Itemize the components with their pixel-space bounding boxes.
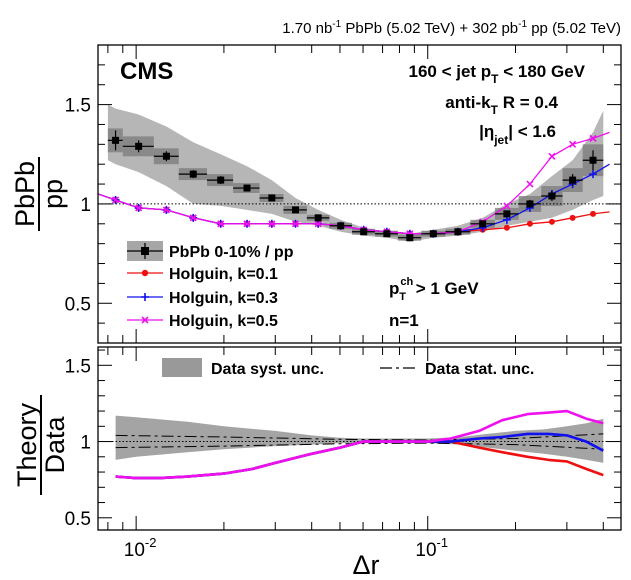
point-k05 bbox=[268, 220, 276, 228]
bottom-syst-band bbox=[115, 415, 604, 463]
top-y-tick-label: 1.5 bbox=[65, 96, 91, 117]
x-tick-base: 10 bbox=[124, 540, 145, 561]
x-tick-exp: -1 bbox=[437, 535, 449, 550]
legend-k03-label: Holguin, k=0.3 bbox=[169, 290, 278, 307]
header-luminosity: 1.70 nb-1 PbPb (5.02 TeV) + 302 pb-1 pp … bbox=[282, 19, 621, 37]
ptbin-label: 160 < jet pT < 180 GeV bbox=[408, 62, 585, 86]
legend-syst-label: Data syst. unc. bbox=[211, 361, 324, 378]
data-point bbox=[454, 228, 462, 236]
x-tick-exp: -2 bbox=[145, 535, 157, 550]
x-axis-label: Δr bbox=[352, 550, 379, 580]
point-k05 bbox=[189, 214, 197, 222]
bottom-ylabel: Theory Data bbox=[12, 395, 70, 495]
legend-k05-label: Holguin, k=0.5 bbox=[169, 313, 278, 330]
data-point bbox=[268, 194, 276, 202]
point-k05 bbox=[589, 134, 597, 142]
data-point bbox=[189, 170, 197, 178]
data-point bbox=[429, 230, 437, 238]
x-tick-base: 10 bbox=[415, 540, 436, 561]
point-k05 bbox=[548, 152, 556, 160]
top-ylabel: PbPb pp bbox=[10, 157, 68, 231]
point-k03 bbox=[589, 170, 598, 179]
top-legend: PbPb 0-10% / pp Holguin, k=0.1 Holguin, … bbox=[127, 241, 294, 330]
point-k05 bbox=[526, 180, 534, 188]
top-ylabel-den: pp bbox=[38, 179, 68, 209]
top-syst-band bbox=[107, 104, 604, 242]
point-k01 bbox=[548, 218, 555, 225]
legend-entry-data: PbPb 0-10% / pp bbox=[127, 241, 294, 261]
bottom-ylabel-den: Data bbox=[40, 416, 70, 474]
data-point bbox=[503, 210, 511, 218]
bottom-k05-curve bbox=[115, 409, 604, 480]
point-k05 bbox=[217, 220, 225, 228]
data-point bbox=[406, 234, 414, 242]
data-point bbox=[135, 142, 143, 150]
data-point bbox=[217, 176, 225, 184]
data-point bbox=[383, 230, 391, 238]
data-point bbox=[112, 136, 120, 144]
top-ylabel-num: PbPb bbox=[10, 161, 40, 227]
bottom-y-tick-label: 0.5 bbox=[65, 509, 91, 530]
top-y-tick-label: 1 bbox=[80, 195, 91, 216]
bottom-stat-lower bbox=[115, 442, 604, 450]
data-point bbox=[314, 214, 322, 222]
data-point bbox=[569, 176, 577, 184]
bottom-y-tick-label: 1.5 bbox=[65, 356, 91, 377]
legend-stat-label: Data stat. unc. bbox=[425, 361, 534, 378]
point-k01 bbox=[503, 224, 510, 231]
bottom-y-tick-label: 1 bbox=[80, 433, 91, 454]
legend-entry-k05: Holguin, k=0.5 bbox=[127, 313, 278, 330]
data-point bbox=[589, 156, 597, 164]
bottom-panel: 0.511.510-2 10-1 Data syst. unc. Data sta… bbox=[12, 346, 622, 580]
point-k05 bbox=[243, 220, 251, 228]
point-k01 bbox=[526, 220, 533, 227]
legend-k05-marker bbox=[141, 316, 149, 324]
data-point bbox=[548, 192, 556, 200]
legend-entry-k01: Holguin, k=0.1 bbox=[127, 266, 278, 283]
point-k05 bbox=[162, 206, 170, 214]
point-k05 bbox=[111, 196, 120, 204]
point-k05 bbox=[569, 140, 577, 148]
algo-label: anti-kT R = 0.4 bbox=[445, 93, 558, 117]
x-tick-label: 10-1 bbox=[415, 535, 448, 561]
data-point bbox=[243, 184, 251, 192]
data-point bbox=[479, 220, 487, 228]
n-label: n=1 bbox=[389, 311, 419, 330]
data-point bbox=[162, 152, 170, 160]
top-frame bbox=[97, 44, 622, 344]
legend-k03-marker bbox=[141, 293, 149, 301]
bottom-ylabel-num: Theory bbox=[12, 402, 42, 487]
legend-syst-swatch bbox=[162, 358, 202, 377]
data-point bbox=[337, 222, 345, 230]
bottom-legend: Data syst. unc. Data stat. unc. bbox=[162, 358, 534, 378]
legend-entry-k03: Holguin, k=0.3 bbox=[127, 290, 278, 307]
data-point bbox=[526, 200, 534, 208]
legend-data-marker bbox=[141, 247, 149, 255]
point-k05 bbox=[314, 220, 322, 228]
point-k01 bbox=[569, 214, 576, 221]
legend-data-label: PbPb 0-10% / pp bbox=[169, 244, 294, 261]
data-point bbox=[360, 228, 368, 236]
data-point bbox=[292, 206, 300, 214]
point-k05 bbox=[135, 204, 143, 212]
bottom-stat-upper bbox=[115, 433, 604, 441]
track-pt-label: pch T > 1 GeV bbox=[389, 276, 479, 303]
eta-label: |ηjet| < 1.6 bbox=[479, 122, 556, 147]
point-k05 bbox=[503, 202, 511, 210]
x-tick-label: 10-2 bbox=[124, 535, 157, 561]
cms-label: CMS bbox=[120, 58, 173, 85]
top-panel: 0.5 1 1.5 CMS 160 < jet pT < 180 GeV anti-… bbox=[10, 44, 622, 344]
point-k05 bbox=[291, 220, 300, 228]
top-y-tick-label: 0.5 bbox=[65, 294, 91, 315]
bottom-frame bbox=[97, 346, 622, 531]
legend-k01-marker bbox=[141, 269, 149, 277]
point-k01 bbox=[590, 210, 597, 217]
legend-k01-label: Holguin, k=0.1 bbox=[169, 266, 278, 283]
